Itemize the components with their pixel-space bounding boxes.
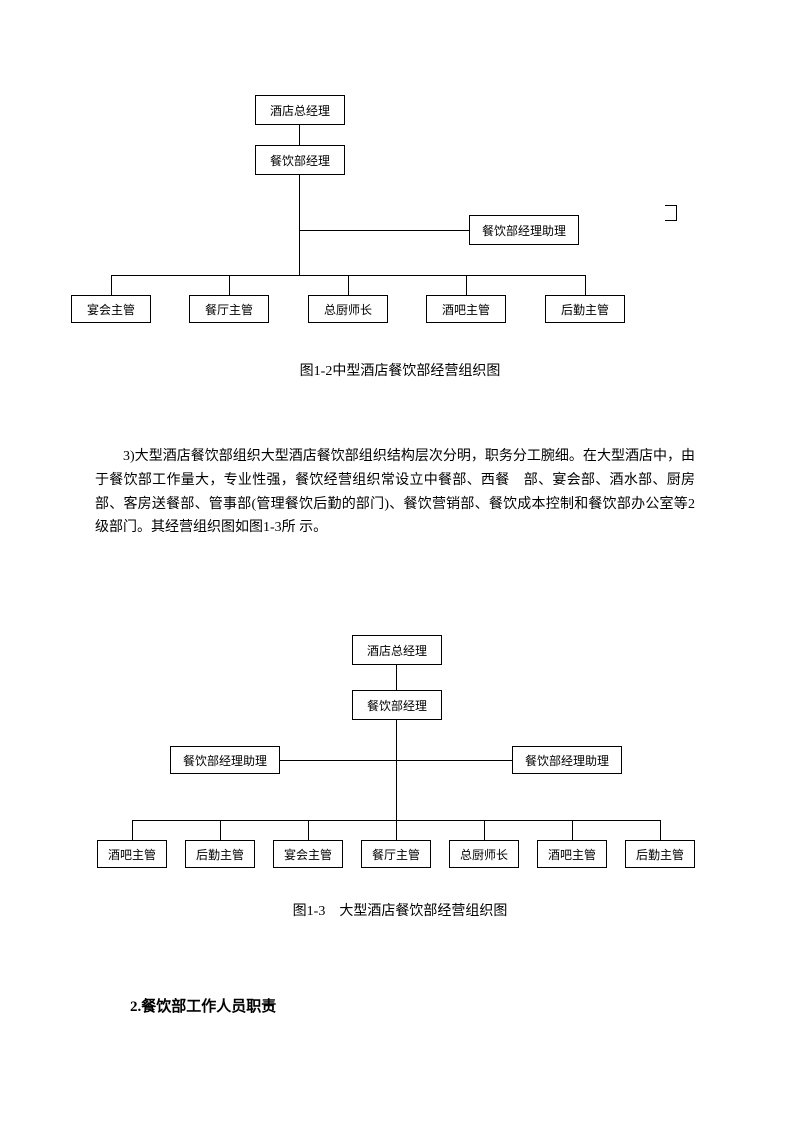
chart2-node-bottom-1: 后勤主管 [185, 840, 255, 868]
chart2-node-bottom-3: 餐厅主管 [361, 840, 431, 868]
chart1-connector [299, 230, 469, 231]
chart1-node-bottom-0: 宴会主管 [71, 295, 151, 323]
chart2-node-bottom-2: 宴会主管 [273, 840, 343, 868]
chart1-caption: 图1-2中型酒店餐饮部经营组织图 [0, 360, 800, 380]
chart2-connector [396, 720, 397, 820]
chart2-connector [660, 820, 661, 840]
chart2-node-bottom-4: 总厨师长 [449, 840, 519, 868]
chart1-node-bottom-3: 酒吧主管 [426, 295, 506, 323]
chart2-connector [572, 820, 573, 840]
chart1-node-top: 酒店总经理 [255, 95, 345, 125]
chart1-connector [585, 275, 586, 295]
chart1-connector [466, 275, 467, 295]
chart2-node-assistant-right: 餐饮部经理助理 [512, 746, 622, 774]
chart2-node-bottom-6: 后勤主管 [625, 840, 695, 868]
chart1-node-assistant: 餐饮部经理助理 [469, 215, 579, 245]
chart1-node-bottom-1: 餐厅主管 [189, 295, 269, 323]
chart1-node-mid: 餐饮部经理 [255, 145, 345, 175]
chart2-node-top: 酒店总经理 [352, 635, 442, 665]
chart2-caption: 图1-3 大型酒店餐饮部经营组织图 [0, 900, 800, 920]
chart2-connector [396, 665, 397, 690]
chart2-connector [132, 820, 133, 840]
chart2-connector [280, 760, 512, 761]
chart2-connector [396, 820, 397, 840]
chart1-connector [111, 275, 112, 295]
side-bracket-icon [665, 205, 677, 221]
chart1-connector [299, 175, 300, 275]
chart2-connector [484, 820, 485, 840]
chart1-connector [229, 275, 230, 295]
chart1-node-bottom-2: 总厨师长 [308, 295, 388, 323]
chart2-node-mid: 餐饮部经理 [352, 690, 442, 720]
chart2-connector [220, 820, 221, 840]
section-heading: 2.餐饮部工作人员职责 [130, 995, 276, 1016]
chart2-node-assistant-left: 餐饮部经理助理 [170, 746, 280, 774]
chart2-node-bottom-5: 酒吧主管 [537, 840, 607, 868]
chart1-node-bottom-4: 后勤主管 [545, 295, 625, 323]
chart1-connector [299, 125, 300, 145]
chart1-connector [348, 275, 349, 295]
chart2-connector [308, 820, 309, 840]
chart2-node-bottom-0: 酒吧主管 [97, 840, 167, 868]
body-paragraph: 3)大型酒店餐饮部组织大型酒店餐饮部组织结构层次分明，职务分工腕细。在大型酒店中… [95, 445, 695, 540]
